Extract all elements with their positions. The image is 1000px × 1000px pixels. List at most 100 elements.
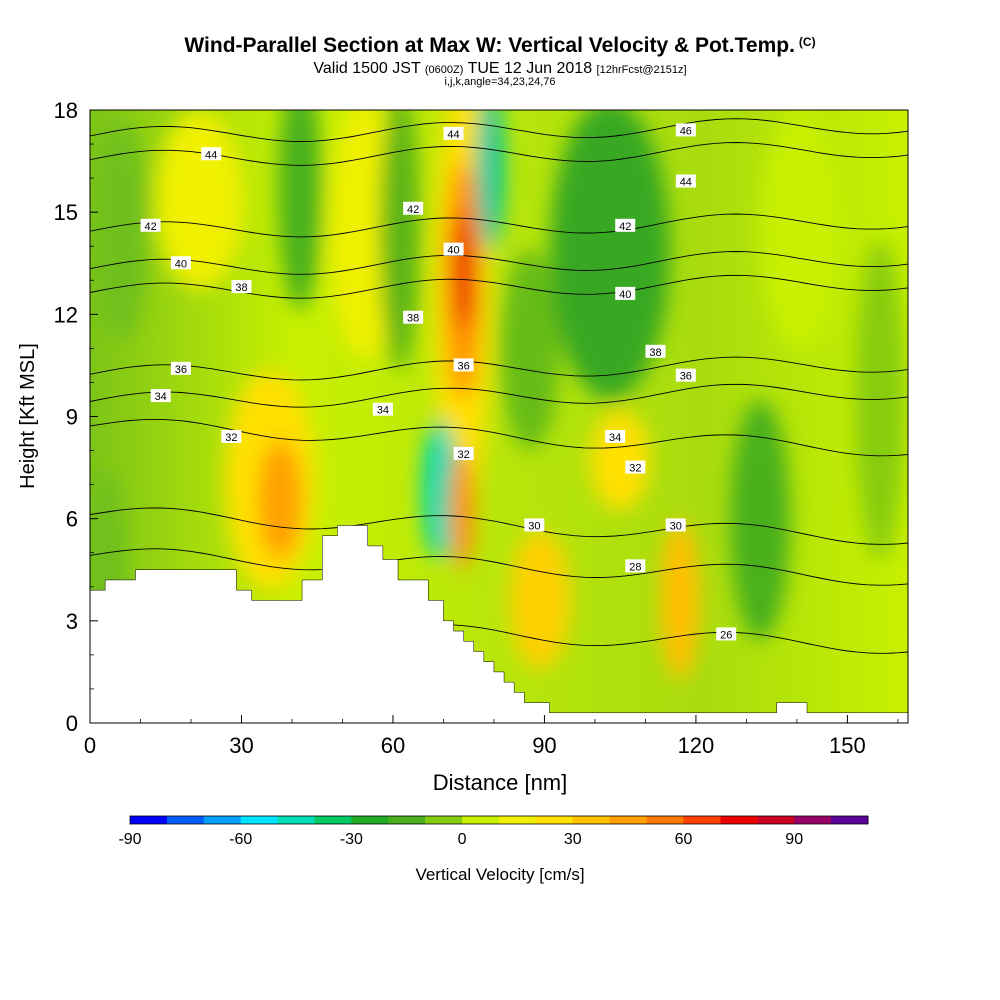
colorbar-swatch (535, 816, 574, 824)
svg-text:40: 40 (175, 258, 187, 270)
velocity-blob-green-edge (855, 240, 905, 560)
y-tick-label: 6 (66, 507, 78, 532)
colorbar-swatch (351, 816, 389, 824)
svg-text:38: 38 (407, 313, 419, 325)
theta-label-40: 40 (615, 286, 636, 301)
colorbar-label: Vertical Velocity [cm/s] (415, 865, 584, 884)
theta-label-34: 34 (150, 389, 171, 403)
svg-text:44: 44 (680, 177, 692, 189)
colorbar-swatch (203, 816, 242, 824)
theta-label-26: 26 (716, 627, 737, 641)
theta-label-38: 38 (403, 310, 424, 325)
theta-label-38: 38 (645, 344, 666, 359)
velocity-blob-downdraft-cyan (422, 420, 458, 560)
svg-text:36: 36 (680, 371, 692, 383)
colorbar-tick-label: 30 (564, 831, 582, 848)
colorbar-swatch (130, 816, 168, 824)
theta-contour-34 (90, 383, 908, 408)
theta-label-44: 44 (443, 126, 464, 141)
velocity-blob-lower-orange (450, 450, 474, 570)
velocity-blob-green-narrow (380, 110, 420, 370)
colorbar-swatch (720, 816, 758, 824)
theta-label-34: 34 (605, 429, 626, 444)
svg-text:40: 40 (447, 245, 459, 257)
chart-subtitle: Valid 1500 JST (0600Z) TUE 12 Jun 2018 [… (313, 60, 687, 77)
theta-contour-28 (90, 548, 908, 586)
svg-text:36: 36 (458, 360, 470, 372)
velocity-blob-yellow-far-right (760, 110, 840, 350)
svg-text:42: 42 (619, 221, 631, 233)
y-tick-label: 15 (54, 200, 78, 225)
chart-subtitle-indices: i,j,k,angle=34,23,24,76 (444, 76, 556, 88)
colorbar-tick-label: -30 (340, 831, 363, 848)
theta-contour-32 (90, 418, 908, 457)
svg-text:46: 46 (680, 125, 692, 137)
colorbar-swatch (609, 816, 648, 824)
y-tick-label: 9 (66, 405, 78, 430)
svg-text:42: 42 (407, 204, 419, 216)
terrain-mask (90, 525, 908, 723)
chart-title: Wind-Parallel Section at Max W: Vertical… (184, 34, 816, 57)
theta-contour-36 (90, 356, 908, 381)
colorbar-tick-label: 90 (785, 831, 803, 848)
colorbar-tick-label: 0 (458, 831, 467, 848)
velocity-blob-green-mid (500, 250, 560, 450)
velocity-blob-yellow-upper (155, 110, 245, 290)
theta-label-42: 42 (615, 218, 636, 233)
theta-label-42: 42 (140, 218, 161, 233)
svg-text:44: 44 (205, 149, 217, 161)
colorbar-swatch (757, 816, 795, 824)
y-tick-label: 12 (54, 302, 78, 327)
colorbar-swatch (425, 816, 463, 824)
theta-label-36: 36 (675, 368, 696, 383)
y-axis-label: Height [Kft MSL] (17, 343, 39, 489)
theta-contour-46 (90, 118, 908, 142)
colorbar-tick-label: -60 (229, 831, 252, 848)
theta-label-34: 34 (372, 402, 393, 417)
x-tick-label: 60 (381, 733, 405, 758)
theta-label-36: 36 (170, 361, 191, 376)
theta-label-32: 32 (625, 460, 646, 475)
x-axis-label: Distance [nm] (433, 770, 568, 795)
theta-contour-40 (90, 251, 908, 275)
svg-text:34: 34 (609, 432, 621, 444)
x-tick-label: 120 (678, 733, 715, 758)
velocity-blob-green-right (550, 110, 670, 400)
svg-text:38: 38 (649, 347, 661, 359)
theta-label-46: 46 (675, 123, 696, 137)
colorbar-swatch (166, 816, 205, 824)
velocity-blobs (90, 110, 905, 680)
svg-text:32: 32 (458, 449, 470, 461)
theta-label-40: 40 (170, 256, 191, 270)
velocity-blob-yellow-right (590, 410, 650, 510)
velocity-blob-updraft-red (454, 210, 474, 330)
velocity-blob-orange-right (660, 520, 700, 680)
colorbar-swatch (240, 816, 279, 824)
theta-contour-30 (90, 507, 908, 545)
theta-label-36: 36 (453, 358, 474, 372)
theta-label-32: 32 (221, 429, 242, 444)
svg-text:36: 36 (175, 364, 187, 376)
velocity-blob-upper-cyan (476, 110, 504, 250)
y-tick-label: 3 (66, 609, 78, 634)
svg-text:28: 28 (629, 561, 641, 573)
svg-text:30: 30 (670, 520, 682, 532)
colorbar-swatch (499, 816, 537, 824)
colorbar-swatch (462, 816, 500, 824)
colorbar-swatch (388, 816, 426, 824)
theta-label-30: 30 (665, 518, 686, 532)
colorbar-swatch (831, 816, 869, 824)
x-tick-label: 30 (229, 733, 253, 758)
theta-contour-lines (90, 118, 908, 654)
x-tick-label: 0 (84, 733, 96, 758)
y-tick-label: 18 (54, 98, 78, 123)
theta-contour-38 (90, 274, 908, 299)
colorbar-swatch (572, 816, 611, 824)
theta-label-30: 30 (524, 518, 545, 532)
theta-label-42: 42 (403, 201, 424, 216)
colorbar-tick-label: 60 (675, 831, 693, 848)
velocity-blob-orange-lowlevel (258, 440, 302, 560)
svg-text:30: 30 (528, 520, 540, 532)
